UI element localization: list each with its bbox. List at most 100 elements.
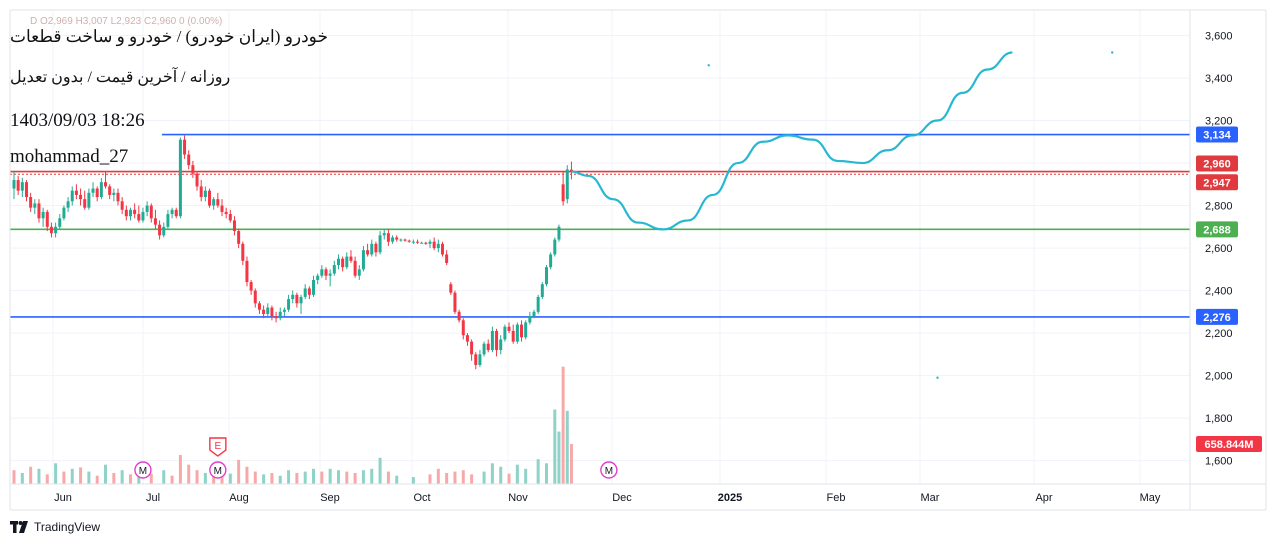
candle-body[interactable] (124, 209, 128, 217)
candle-body[interactable] (270, 307, 274, 317)
candle-body[interactable] (524, 322, 528, 338)
candle-body[interactable] (370, 243, 374, 255)
candle-body[interactable] (245, 260, 249, 283)
event-markers[interactable]: M M E M (134, 437, 618, 479)
candle-body[interactable] (532, 311, 536, 317)
candle-body[interactable] (83, 199, 87, 208)
candle-body[interactable] (544, 267, 548, 285)
candle-body[interactable] (149, 205, 153, 219)
candle-body[interactable] (536, 296, 540, 312)
candle-body[interactable] (349, 256, 353, 261)
candle-body[interactable] (424, 242, 428, 244)
candle-body[interactable] (474, 354, 478, 365)
candle-body[interactable] (299, 296, 303, 304)
candle-body[interactable] (54, 226, 58, 234)
candle-body[interactable] (224, 211, 228, 215)
candle-body[interactable] (557, 226, 561, 240)
candle-body[interactable] (87, 192, 91, 208)
candles[interactable] (12, 135, 573, 370)
candle-body[interactable] (58, 218, 62, 227)
candle-body[interactable] (70, 190, 74, 202)
candle-body[interactable] (528, 316, 532, 323)
candle-body[interactable] (540, 284, 544, 297)
dividend-marker[interactable] (600, 461, 618, 479)
candle-body[interactable] (237, 231, 241, 244)
candle-body[interactable] (191, 165, 195, 174)
candle-body[interactable] (249, 282, 253, 291)
candle-body[interactable] (178, 139, 182, 217)
candle-body[interactable] (49, 226, 53, 234)
candle-body[interactable] (12, 180, 16, 189)
candle-body[interactable] (41, 211, 45, 219)
candle-body[interactable] (457, 311, 461, 321)
candle-body[interactable] (174, 209, 178, 217)
candle-body[interactable] (436, 243, 440, 249)
candle-body[interactable] (278, 311, 282, 319)
candle-body[interactable] (353, 260, 357, 276)
candle-body[interactable] (428, 241, 432, 244)
candle-body[interactable] (503, 326, 507, 340)
candle-body[interactable] (33, 203, 37, 208)
candle-body[interactable] (515, 324, 519, 342)
candle-body[interactable] (407, 240, 411, 242)
candle-body[interactable] (282, 309, 286, 312)
candle-body[interactable] (257, 303, 261, 310)
candle-body[interactable] (507, 326, 511, 331)
candle-body[interactable] (45, 211, 49, 227)
candle-body[interactable] (274, 316, 278, 319)
candle-body[interactable] (470, 341, 474, 355)
tradingview-logo-icon[interactable] (10, 521, 28, 533)
candle-body[interactable] (262, 309, 266, 314)
candle-body[interactable] (29, 197, 33, 208)
candle-body[interactable] (79, 194, 83, 200)
candle-body[interactable] (91, 188, 95, 193)
candle-body[interactable] (199, 186, 203, 198)
candle-body[interactable] (465, 335, 469, 342)
candle-body[interactable] (104, 182, 108, 187)
candle-body[interactable] (307, 288, 311, 295)
candle-body[interactable] (553, 239, 557, 255)
candle-body[interactable] (478, 354, 482, 365)
candle-body[interactable] (291, 294, 295, 300)
candle-body[interactable] (128, 209, 132, 217)
candle-body[interactable] (345, 256, 349, 268)
candle-body[interactable] (382, 233, 386, 236)
candle-body[interactable] (162, 226, 166, 236)
candle-body[interactable] (24, 182, 28, 198)
candle-body[interactable] (391, 237, 395, 242)
candle-body[interactable] (403, 239, 407, 241)
candle-body[interactable] (145, 205, 149, 212)
candle-body[interactable] (565, 169, 569, 200)
candle-body[interactable] (216, 199, 220, 206)
candle-body[interactable] (482, 343, 486, 355)
candle-body[interactable] (495, 330, 499, 351)
earnings-marker[interactable] (209, 437, 227, 457)
candle-body[interactable] (378, 235, 382, 253)
candle-body[interactable] (328, 273, 332, 276)
candle-body[interactable] (549, 254, 553, 268)
candle-body[interactable] (137, 214, 141, 221)
candle-body[interactable] (95, 188, 99, 198)
candle-body[interactable] (316, 275, 320, 280)
candle-body[interactable] (324, 269, 328, 276)
candle-body[interactable] (440, 243, 444, 255)
candle-body[interactable] (420, 242, 424, 244)
candle-body[interactable] (445, 254, 449, 263)
candle-body[interactable] (20, 182, 24, 191)
candle-body[interactable] (112, 192, 116, 195)
candle-body[interactable] (332, 265, 336, 274)
candle-body[interactable] (486, 343, 490, 351)
candle-body[interactable] (490, 330, 494, 351)
candle-body[interactable] (166, 214, 170, 227)
footer-brand[interactable]: TradingView (34, 520, 101, 534)
candle-body[interactable] (520, 324, 524, 338)
candle-body[interactable] (453, 292, 457, 312)
candle-body[interactable] (303, 288, 307, 297)
candle-body[interactable] (312, 279, 316, 295)
candle-body[interactable] (461, 320, 465, 336)
candle-body[interactable] (158, 224, 162, 236)
candle-body[interactable] (99, 182, 103, 198)
candle-body[interactable] (449, 284, 453, 293)
candle-body[interactable] (228, 214, 232, 221)
